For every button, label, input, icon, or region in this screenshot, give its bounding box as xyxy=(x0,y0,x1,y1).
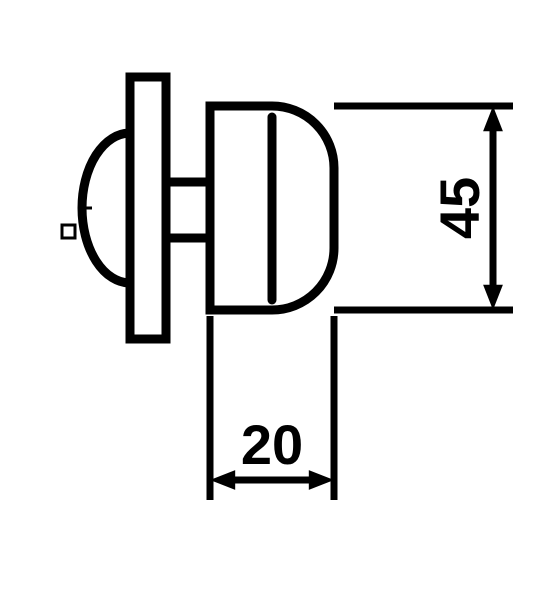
spacer xyxy=(166,182,210,238)
back-square xyxy=(62,225,75,238)
dim-label-vertical: 45 xyxy=(428,177,491,239)
arrow-left-icon xyxy=(210,470,235,490)
dim-label-horizontal: 20 xyxy=(241,413,303,476)
arrow-up-icon xyxy=(483,106,503,131)
mounting-plate xyxy=(130,77,166,339)
arrow-right-icon xyxy=(309,470,334,490)
technical-drawing: 45 20 xyxy=(0,0,551,591)
arrow-down-icon xyxy=(483,285,503,310)
